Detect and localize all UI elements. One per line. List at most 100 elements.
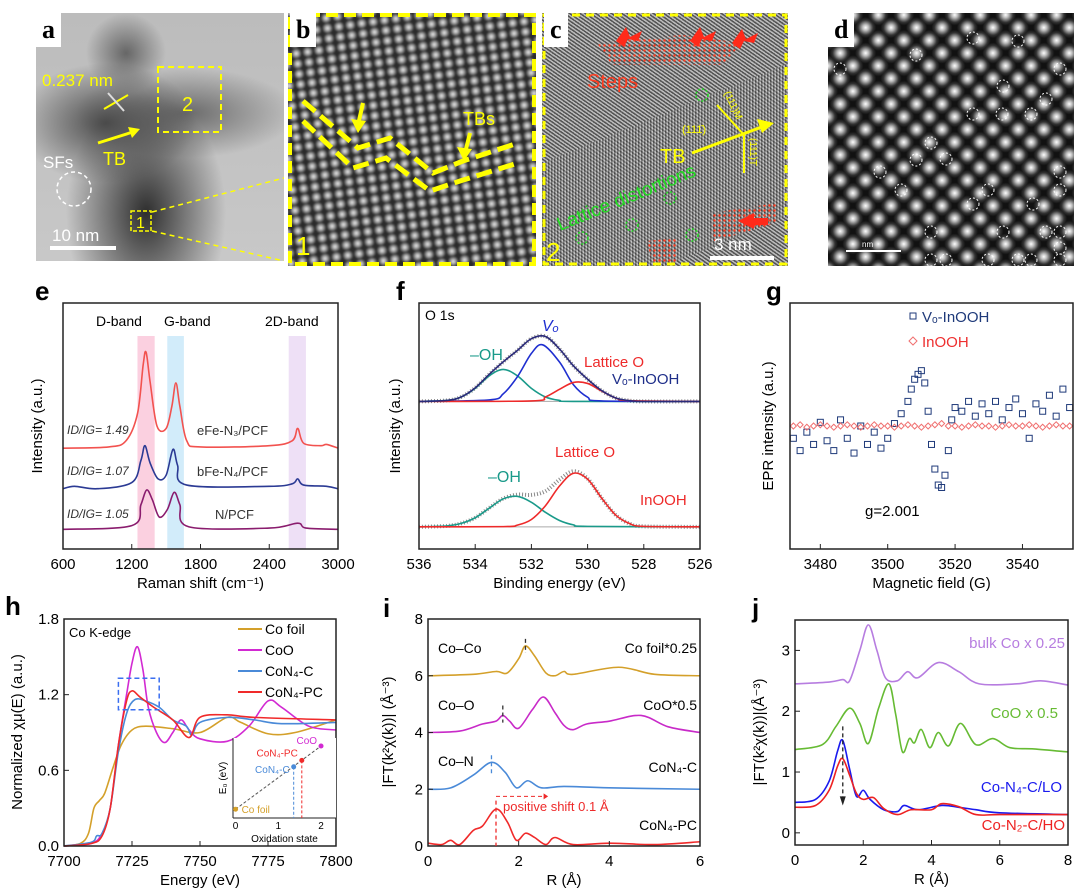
legend-label: Vₒ-InOOH xyxy=(922,309,989,326)
bond-label: Co–N xyxy=(438,753,474,769)
data-point xyxy=(948,416,956,424)
x-axis-label: Magnetic field (G) xyxy=(872,575,990,592)
region-label: 1 xyxy=(296,231,310,261)
tem-image-a: 0.237 nm 2 TB SFs 1 10 nm xyxy=(36,13,284,261)
data-point xyxy=(931,421,939,429)
scale-bar-label: 10 nm xyxy=(52,226,99,245)
inset-point-label: CoO xyxy=(296,736,317,747)
data-point xyxy=(863,440,871,448)
sfs-circle xyxy=(56,171,92,207)
chart-g: 3480 3500 3520 3540 Magnetic field (G) EPR in… xyxy=(760,302,1074,592)
data-point xyxy=(998,422,1006,430)
x-axis-label: R (Å) xyxy=(914,871,949,888)
data-point xyxy=(830,423,838,431)
series-line xyxy=(794,757,1068,816)
data-point xyxy=(958,423,966,431)
data-point xyxy=(1052,421,1060,429)
x-tick-label: 0 xyxy=(424,853,432,870)
data-point xyxy=(992,397,1000,405)
series-line xyxy=(427,696,701,734)
chart-e: 600 1200 1800 2400 3000 Raman shift (cm⁻¹) Int… xyxy=(29,302,355,592)
x-tick-label: 1800 xyxy=(184,556,217,573)
data-point xyxy=(904,397,912,405)
panel-label-g: g xyxy=(766,276,782,306)
series-line xyxy=(62,444,339,490)
chart-title: O 1s xyxy=(425,307,455,323)
data-point xyxy=(890,420,898,428)
arrowhead-icon xyxy=(351,119,366,133)
arrowhead-icon xyxy=(457,147,472,161)
region-border xyxy=(288,13,536,266)
tem-image-d: nm xyxy=(828,13,1074,266)
inset-point xyxy=(291,764,297,770)
data-point xyxy=(837,416,845,424)
band-label: 2D-band xyxy=(265,313,319,329)
y-tick-label: 8 xyxy=(415,611,423,628)
plot-frame xyxy=(794,619,1069,846)
x-axis-label: Binding energy (eV) xyxy=(493,575,626,592)
data-point xyxy=(830,447,838,455)
data-point xyxy=(1018,422,1027,430)
series-line xyxy=(418,343,701,403)
tem-b-overlay: TBs 1 xyxy=(288,13,536,266)
data-point xyxy=(971,412,979,420)
data-point xyxy=(944,422,953,430)
band-shade xyxy=(167,336,184,549)
band-shade xyxy=(288,336,306,549)
data-point xyxy=(1005,421,1013,429)
x-tick-label: 2 xyxy=(859,852,867,869)
tb-label: TB xyxy=(103,149,126,169)
inset-point xyxy=(233,806,239,812)
data-point xyxy=(890,423,899,431)
data-point xyxy=(1032,422,1040,430)
series-line xyxy=(418,472,701,528)
data-point xyxy=(823,422,831,430)
y-axis-label: EPR intensity (a.u.) xyxy=(760,361,777,490)
x-tick-label: 2 xyxy=(514,853,522,870)
tem-a-overlay: 0.237 nm 2 TB SFs 1 10 nm xyxy=(42,66,284,261)
plane-line xyxy=(716,104,745,136)
ratio-label: ID/IG= 1.07 xyxy=(67,464,130,478)
series-line xyxy=(418,334,701,403)
legend-label: CoN₄-PC xyxy=(265,684,323,700)
tb-label: TB xyxy=(660,146,686,168)
chart-j: 0 2 4 6 8 0 1 2 3 R (Å) |FT(k²χ(k))|(Å⁻³) xyxy=(751,619,1072,888)
series-label: N/PCF xyxy=(215,507,254,522)
legend-marker-diamond xyxy=(908,336,918,346)
series-line xyxy=(427,761,701,791)
x-tick-label: 7800 xyxy=(319,853,352,870)
series-label: eFe-N₃/PCF xyxy=(197,423,268,438)
y-tick-label: 4 xyxy=(415,725,423,742)
data-point xyxy=(964,422,973,430)
scale-bar xyxy=(50,246,116,250)
data-point xyxy=(978,400,986,408)
x-tick-label: 532 xyxy=(519,556,544,573)
y-tick-label: 0 xyxy=(782,825,790,842)
data-point xyxy=(796,421,804,429)
spacing-marker xyxy=(107,92,125,112)
data-point xyxy=(910,422,919,430)
series-label: Co foil*0.25 xyxy=(625,640,698,656)
y-tick-label: 6 xyxy=(415,668,423,685)
step-atoms xyxy=(647,238,677,263)
y-tick-label: 3 xyxy=(782,642,790,659)
data-point xyxy=(985,422,993,430)
data-point xyxy=(1025,421,1033,429)
data-point xyxy=(877,422,885,430)
x-tick-label: 1200 xyxy=(115,556,148,573)
tb-arrow-icon xyxy=(691,123,768,155)
data-point xyxy=(1059,385,1067,393)
region-1-label: 1 xyxy=(136,215,145,232)
data-point xyxy=(1005,404,1013,412)
panel-label-d: d xyxy=(828,13,855,47)
legend-label: Co foil xyxy=(265,621,305,637)
y-tick-label: 1.2 xyxy=(38,687,59,704)
tem-d-overlay: nm xyxy=(833,31,1067,266)
y-tick-label: 1.8 xyxy=(38,611,59,628)
data-point xyxy=(789,434,797,442)
x-tick-label: 7700 xyxy=(47,853,80,870)
inset-tick-label: 2 xyxy=(318,821,324,832)
y-axis-label: Normalized χμ(E) (a.u.) xyxy=(9,654,26,810)
data-point xyxy=(897,410,905,418)
